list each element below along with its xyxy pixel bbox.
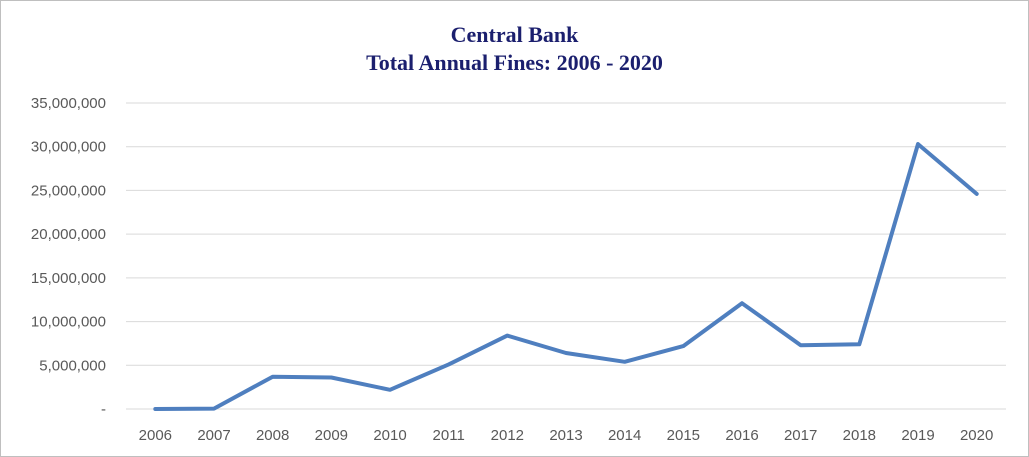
data-point — [916, 142, 920, 146]
data-point — [681, 344, 685, 348]
x-tick-label: 2013 — [549, 427, 582, 444]
y-tick-label: 15,000,000 — [31, 270, 106, 287]
x-tick-label: 2020 — [960, 427, 993, 444]
x-tick-label: 2009 — [315, 427, 348, 444]
x-tick-label: 2014 — [608, 427, 641, 444]
x-tick-label: 2011 — [433, 427, 465, 444]
data-point — [564, 351, 568, 355]
data-point — [153, 407, 157, 411]
data-point — [623, 360, 627, 364]
y-tick-label: 30,000,000 — [31, 139, 106, 156]
x-tick-label: 2008 — [256, 427, 289, 444]
x-tick-label: 2019 — [901, 427, 934, 444]
data-point — [329, 376, 333, 380]
data-point — [740, 301, 744, 305]
y-tick-label: 20,000,000 — [31, 226, 106, 243]
y-tick-label: - — [101, 401, 106, 418]
y-axis-tick-labels: - 5,000,000 10,000,000 15,000,000 20,000,000… — [31, 95, 106, 418]
data-point — [857, 342, 861, 346]
y-tick-label: 10,000,000 — [31, 314, 106, 331]
x-tick-label: 2010 — [373, 427, 406, 444]
chart-title: Central Bank — [450, 22, 579, 47]
x-tick-label: 2015 — [667, 427, 700, 444]
x-tick-label: 2006 — [139, 427, 172, 444]
x-tick-label: 2012 — [491, 427, 524, 444]
x-tick-label: 2018 — [843, 427, 876, 444]
y-tick-label: 35,000,000 — [31, 95, 106, 112]
x-tick-label: 2016 — [725, 427, 758, 444]
data-point — [505, 334, 509, 338]
chart-subtitle: Total Annual Fines: 2006 - 2020 — [366, 50, 663, 75]
data-point — [388, 388, 392, 392]
x-tick-label: 2007 — [197, 427, 230, 444]
x-tick-label: 2017 — [784, 427, 817, 444]
data-point — [799, 343, 803, 347]
data-point — [975, 192, 979, 196]
x-axis-tick-labels: 2006 2007 2008 2009 2010 2011 2012 2013 2014 2015… — [139, 427, 994, 444]
data-point — [271, 375, 275, 379]
data-point — [212, 407, 216, 411]
y-tick-label: 25,000,000 — [31, 182, 106, 199]
gridlines — [126, 102, 1006, 410]
chart-title-block: Central Bank Total Annual Fines: 2006 - … — [1, 21, 1028, 77]
series-line — [153, 142, 979, 411]
data-point — [447, 362, 451, 366]
series-lines — [153, 142, 979, 411]
y-tick-label: 5,000,000 — [39, 357, 106, 374]
